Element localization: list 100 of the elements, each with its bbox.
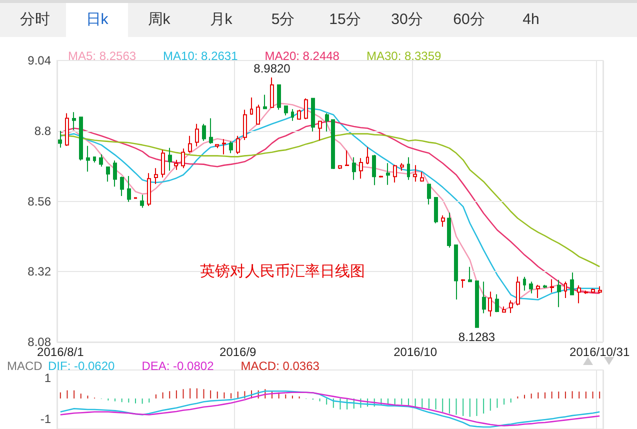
x-tick-label: 2016/10 <box>394 345 438 359</box>
candlestick <box>209 118 213 144</box>
annotation: 8.9820 <box>254 62 291 76</box>
candlestick <box>174 159 178 170</box>
candlestick <box>454 244 458 300</box>
text: 日k <box>66 3 128 37</box>
candlestick <box>140 194 144 208</box>
text: DIF: -0.0620 <box>48 359 116 373</box>
candlestick <box>147 172 151 206</box>
text: 30分 <box>390 10 424 30</box>
candlestick <box>154 168 158 184</box>
candlestick <box>529 281 533 294</box>
text: 月k <box>208 10 234 30</box>
candlestick <box>523 276 526 292</box>
candlestick <box>468 266 472 282</box>
candlestick <box>543 284 547 289</box>
x-tick-label: 2016/10/31 <box>570 345 630 359</box>
candlestick <box>461 278 465 288</box>
candlestick <box>420 171 424 182</box>
candlestick <box>127 176 131 202</box>
text: 5分 <box>270 10 296 30</box>
candlestick <box>386 162 390 186</box>
candlestick <box>338 165 342 170</box>
candlestick <box>79 116 83 161</box>
candlestick <box>372 154 376 186</box>
candlestick <box>325 112 329 132</box>
text: DEA: -0.0802 <box>142 359 214 373</box>
candlestick <box>263 94 267 110</box>
y-tick-label: 8.56 <box>28 194 52 208</box>
candlestick <box>277 84 281 110</box>
candlestick <box>222 138 226 155</box>
candlestick <box>113 160 117 188</box>
candlestick <box>359 158 363 180</box>
candlestick <box>215 144 219 149</box>
text: MA20: 8.2448 <box>264 49 340 63</box>
candlestick <box>270 77 274 109</box>
series-label: MACD: 0.0363 <box>240 359 320 373</box>
candlestick <box>379 175 383 178</box>
y-tick-label: 9.04 <box>28 54 52 68</box>
candlestick <box>202 123 206 142</box>
candlestick <box>400 162 404 172</box>
candlestick <box>297 109 301 120</box>
candlestick <box>86 145 90 172</box>
candlestick <box>434 196 438 224</box>
candlestick <box>352 156 356 180</box>
candlestick <box>161 149 165 178</box>
text: 周k <box>146 10 172 30</box>
candlestick <box>550 278 554 293</box>
candlestick <box>441 214 445 228</box>
candlestick <box>304 98 308 120</box>
candlestick <box>509 300 513 314</box>
candlestick <box>331 119 335 170</box>
y-tick-label: 1 <box>44 371 52 386</box>
candlestick <box>120 176 124 196</box>
candlestick <box>516 276 520 306</box>
y-tick-label: 8.32 <box>28 264 52 279</box>
candlestick <box>168 147 172 172</box>
candlestick <box>536 284 540 299</box>
candlestick <box>427 184 431 205</box>
candlestick <box>256 104 260 126</box>
chart-title: MACD <box>7 359 43 373</box>
text: 60分 <box>452 10 486 30</box>
text: 英镑对人民币汇率日线图 <box>200 263 365 280</box>
candlestick <box>591 288 595 294</box>
text: MA10: 8.2631 <box>163 49 238 63</box>
candlestick <box>502 306 506 313</box>
candlestick <box>72 112 76 130</box>
text: 分时 <box>19 10 51 30</box>
candlestick <box>577 284 581 304</box>
candlestick <box>482 281 486 314</box>
candlestick <box>564 281 567 299</box>
candlestick <box>291 108 294 122</box>
candlestick <box>250 96 253 116</box>
y-tick-label: -1 <box>40 412 52 426</box>
candlestick <box>58 130 62 148</box>
text: MA5: 8.2563 <box>68 49 136 63</box>
candlestick <box>311 98 315 132</box>
annotation: 8.1283 <box>458 330 496 344</box>
candlestick <box>65 112 69 146</box>
candlestick <box>229 140 233 154</box>
candlestick <box>284 105 288 116</box>
candlestick <box>243 109 247 140</box>
candlestick <box>584 290 588 294</box>
y-tick-label: 8.8 <box>34 124 52 138</box>
candlestick <box>488 291 492 317</box>
text: 15分 <box>328 10 362 30</box>
candlestick <box>598 286 602 294</box>
candlestick <box>557 279 561 308</box>
candlestick <box>407 156 410 180</box>
candlestick <box>475 280 479 328</box>
candlestick <box>195 123 199 147</box>
candlestick <box>345 150 349 166</box>
candlestick <box>570 272 574 296</box>
candlestick <box>495 294 499 313</box>
candlestick <box>366 146 369 165</box>
candlestick <box>188 135 192 154</box>
candlestick <box>393 164 397 183</box>
candlestick <box>413 164 417 182</box>
candlestick <box>93 156 96 164</box>
candlestick <box>236 135 240 155</box>
